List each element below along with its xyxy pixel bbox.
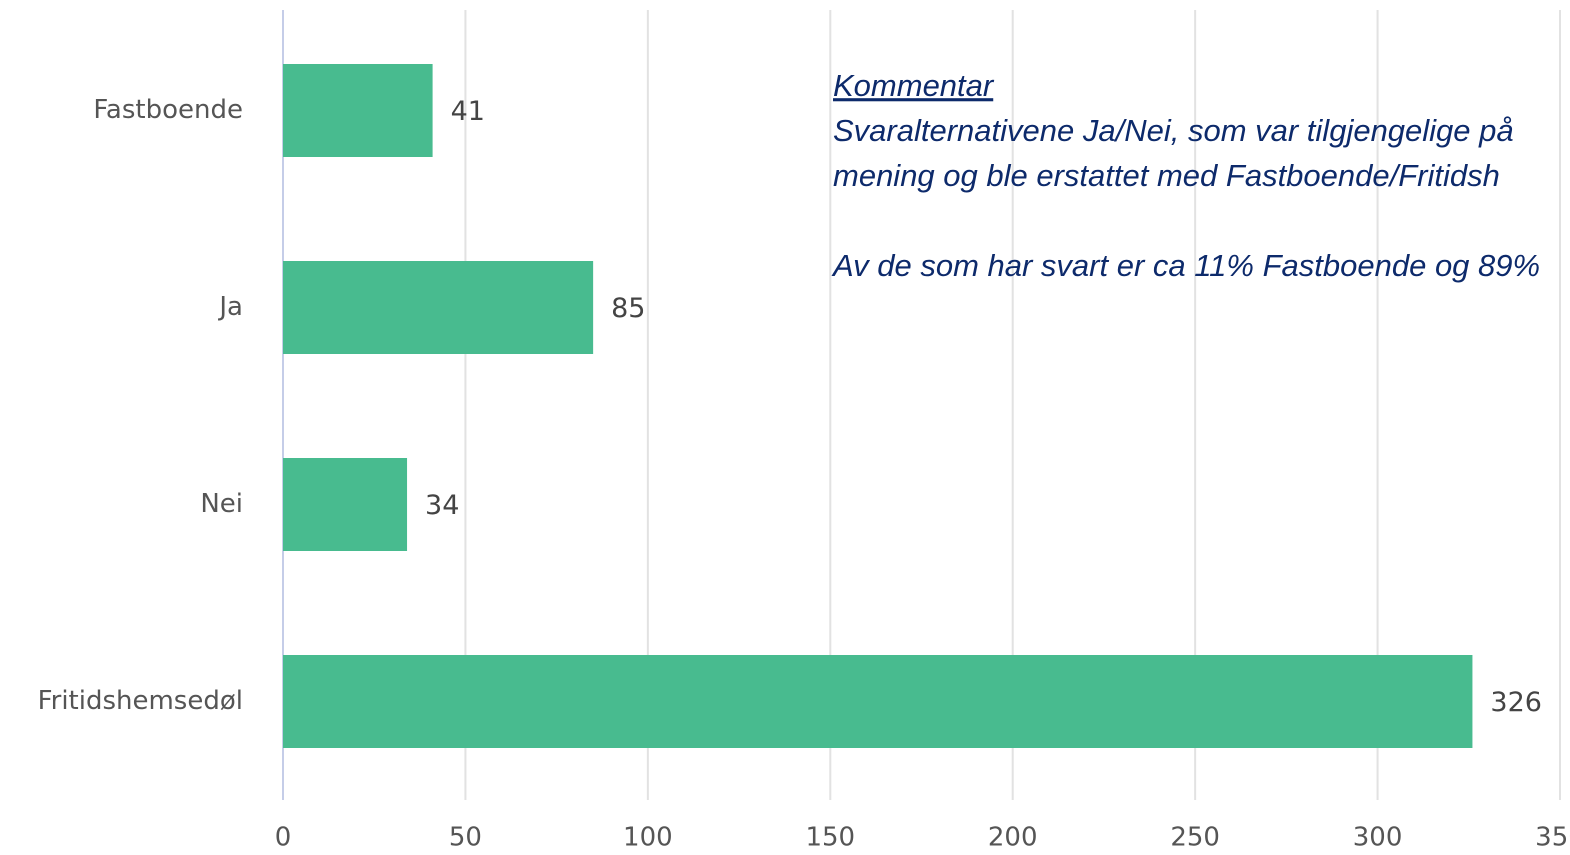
value-label: 41 xyxy=(451,96,485,127)
value-label: 85 xyxy=(611,293,645,324)
annotation: Av de som har svart er ca 11% Fastboende… xyxy=(831,248,1540,283)
annotation: mening og ble erstattet med Fastboende/F… xyxy=(833,158,1500,193)
bar xyxy=(283,64,433,157)
x-tick-label: 0 xyxy=(275,823,292,853)
x-tick-label: 300 xyxy=(1353,823,1403,853)
value-label: 326 xyxy=(1490,687,1542,718)
x-tick-label: 250 xyxy=(1170,823,1220,853)
x-tick-label: 350 xyxy=(1535,823,1570,853)
x-tick-label: 100 xyxy=(623,823,673,853)
x-tick-label: 150 xyxy=(805,823,855,853)
y-tick-label: Fastboende xyxy=(93,95,243,125)
annotation: Kommentar xyxy=(833,68,995,103)
bar xyxy=(283,458,408,551)
x-tick-label: 200 xyxy=(988,823,1038,853)
annotation: Svaralternativene Ja/Nei, som var tilgje… xyxy=(833,113,1514,148)
x-tick-label: 50 xyxy=(449,823,482,853)
y-tick-label: Nei xyxy=(200,489,243,519)
y-tick-label: Fritidshemsedøl xyxy=(38,686,243,716)
bar xyxy=(283,261,594,354)
bar xyxy=(283,655,1473,748)
value-label: 34 xyxy=(425,490,459,521)
y-tick-label: Ja xyxy=(217,292,243,322)
